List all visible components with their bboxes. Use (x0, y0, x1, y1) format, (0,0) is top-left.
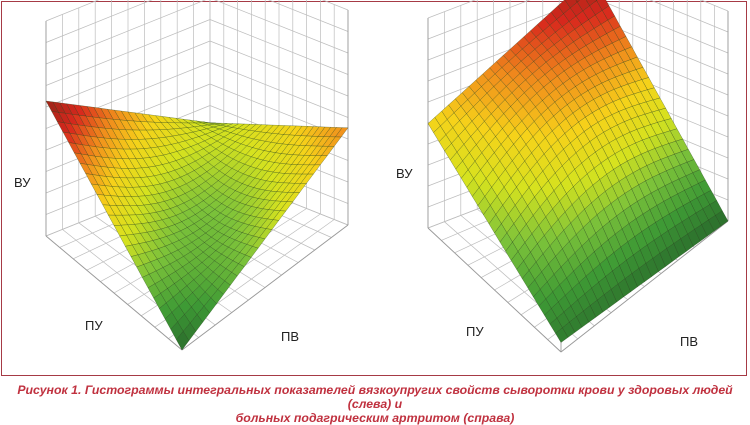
box-edge-left (181, 224, 349, 351)
wall-grid-line-right (598, 0, 729, 54)
wall-grid-line-left (45, 0, 153, 43)
box-edge-right (560, 220, 729, 353)
wall-grid-line-left (45, 19, 211, 86)
wall-grid-line-left (209, 19, 349, 75)
figure-caption: Рисунок 1. Гистограммы интегральных пока… (0, 383, 750, 425)
wall-grid-line-right (427, 0, 531, 40)
caption-line-1: Рисунок 1. Гистограммы интегральных пока… (17, 383, 733, 411)
wall-grid-line-left (45, 0, 100, 22)
y-axis-label-left: ПУ (85, 318, 103, 333)
wall-grid-line-left (45, 0, 206, 65)
surface-cell-right (555, 327, 569, 343)
wall-grid-line-right (700, 0, 729, 12)
box-edge-right (427, 227, 562, 353)
surface-cell-right (575, 0, 581, 3)
wall-grid-line-left (45, 40, 211, 108)
x-axis-label-right: ПВ (680, 334, 698, 349)
surface-plot-left: ВУ ПУ ПВ (14, 0, 349, 351)
wall-grid-line-left (209, 62, 349, 118)
wall-grid-line-left (321, 0, 349, 11)
wall-grid-line-right (649, 0, 729, 33)
z-axis-label-right: ВУ (396, 166, 413, 181)
wall-grid-line-left (268, 0, 349, 32)
wall-grid-line-left (209, 40, 349, 97)
wall-grid-line-left (214, 0, 349, 54)
caption-line-2: больных подагрическим артритом (справа) (235, 411, 515, 425)
box-edge-left (45, 235, 183, 351)
z-axis-label-left: ВУ (14, 175, 31, 190)
surface-plot-right: ВУ ПУ ПВ (396, 0, 729, 353)
surface-right (427, 0, 729, 343)
y-axis-label-right: ПУ (466, 324, 484, 339)
surface-left (45, 100, 349, 351)
surface-cell-left (176, 330, 190, 351)
wall-grid-line-right (427, 0, 476, 19)
x-axis-label-left: ПВ (281, 329, 299, 344)
